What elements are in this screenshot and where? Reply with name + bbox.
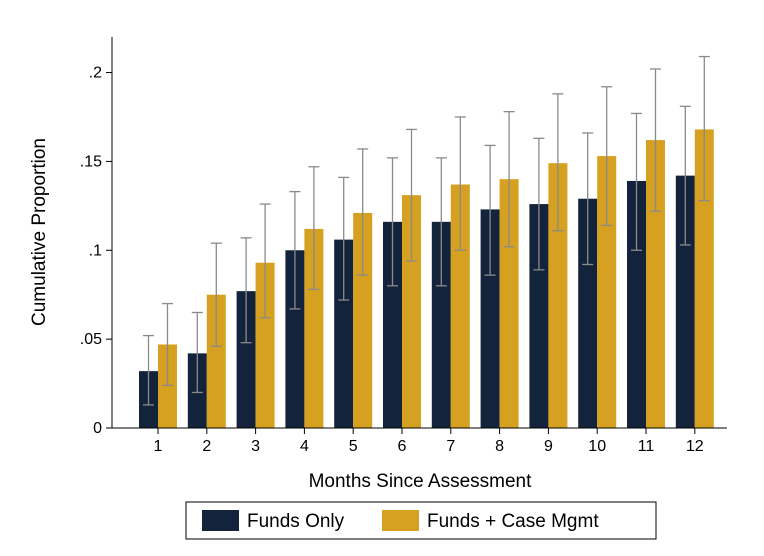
y-tick-label: .1 xyxy=(89,242,102,259)
x-tick-label: 7 xyxy=(446,438,455,455)
bar-funds-case-mgmt xyxy=(694,129,714,428)
legend-label-funds-only: Funds Only xyxy=(247,511,345,532)
x-tick-label: 11 xyxy=(638,438,655,455)
x-tick-label: 5 xyxy=(349,438,358,455)
bar-funds-case-mgmt xyxy=(548,163,568,428)
y-tick-label: 0 xyxy=(93,420,102,437)
bar-funds-case-mgmt xyxy=(353,212,373,428)
x-tick-label: 3 xyxy=(251,438,260,455)
x-tick-label: 10 xyxy=(588,438,606,455)
x-tick-label: 12 xyxy=(686,438,704,455)
bar-funds-only xyxy=(285,250,305,428)
bar-funds-only xyxy=(480,209,500,428)
x-tick-label: 9 xyxy=(544,438,553,455)
bar-funds-only xyxy=(627,180,646,428)
bar-funds-only xyxy=(334,239,354,428)
bar-funds-case-mgmt xyxy=(402,195,421,428)
legend-label-funds-case-mgmt: Funds + Case Mgmt xyxy=(427,511,599,532)
bar-funds-only xyxy=(236,291,256,428)
x-tick-label: 2 xyxy=(202,438,211,455)
x-tick-label: 8 xyxy=(495,438,504,455)
bar-funds-case-mgmt xyxy=(646,140,665,428)
legend-box xyxy=(185,501,657,540)
bar-funds-case-mgmt xyxy=(304,228,324,428)
y-tick-label: .15 xyxy=(80,153,102,170)
y-tick-label: .2 xyxy=(89,65,102,82)
bar-funds-case-mgmt xyxy=(450,184,470,428)
legend-swatch-funds-case-mgmt xyxy=(382,510,419,531)
bars xyxy=(139,129,714,428)
x-tick-label: 6 xyxy=(398,438,407,455)
bar-funds-case-mgmt xyxy=(499,179,519,428)
bar-funds-only xyxy=(578,198,598,428)
bar-funds-only xyxy=(383,221,402,428)
legend: Funds Only Funds + Case Mgmt xyxy=(185,501,657,540)
bar-funds-case-mgmt xyxy=(255,262,275,428)
axes: 0.05.1.15.21 2 3 4 5 6 7 8 9 10 11 12 xyxy=(80,37,727,455)
legend-swatch-funds-only xyxy=(202,510,239,531)
bar-funds-only xyxy=(431,221,451,428)
x-axis-title: Months Since Assessment xyxy=(309,471,533,492)
y-tick-label: .05 xyxy=(80,331,102,348)
y-axis-title: Cumulative Proportion xyxy=(29,138,50,326)
bar-funds-only xyxy=(675,175,695,428)
error-bars xyxy=(143,55,710,406)
bar-funds-only xyxy=(529,204,549,428)
bar-funds-case-mgmt xyxy=(158,344,177,428)
bar-funds-case-mgmt xyxy=(206,294,226,428)
x-tick-label: 4 xyxy=(300,438,309,455)
x-tick-label: 1 xyxy=(154,438,163,455)
bar-funds-case-mgmt xyxy=(597,156,617,428)
